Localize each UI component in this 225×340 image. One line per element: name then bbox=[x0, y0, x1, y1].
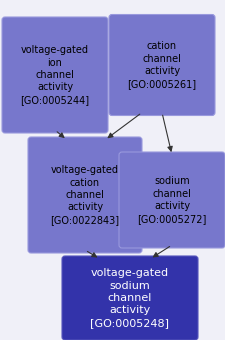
Text: voltage-gated
ion
channel
activity
[GO:0005244]: voltage-gated ion channel activity [GO:0… bbox=[20, 45, 89, 105]
Text: voltage-gated
cation
channel
activity
[GO:0022843]: voltage-gated cation channel activity [G… bbox=[50, 165, 119, 225]
Text: cation
channel
activity
[GO:0005261]: cation channel activity [GO:0005261] bbox=[127, 41, 196, 89]
FancyBboxPatch shape bbox=[62, 256, 197, 340]
Text: voltage-gated
sodium
channel
activity
[GO:0005248]: voltage-gated sodium channel activity [G… bbox=[90, 268, 169, 328]
FancyBboxPatch shape bbox=[2, 17, 108, 133]
FancyBboxPatch shape bbox=[108, 15, 214, 116]
FancyBboxPatch shape bbox=[28, 137, 141, 253]
FancyBboxPatch shape bbox=[119, 152, 224, 248]
Text: sodium
channel
activity
[GO:0005272]: sodium channel activity [GO:0005272] bbox=[137, 176, 206, 224]
